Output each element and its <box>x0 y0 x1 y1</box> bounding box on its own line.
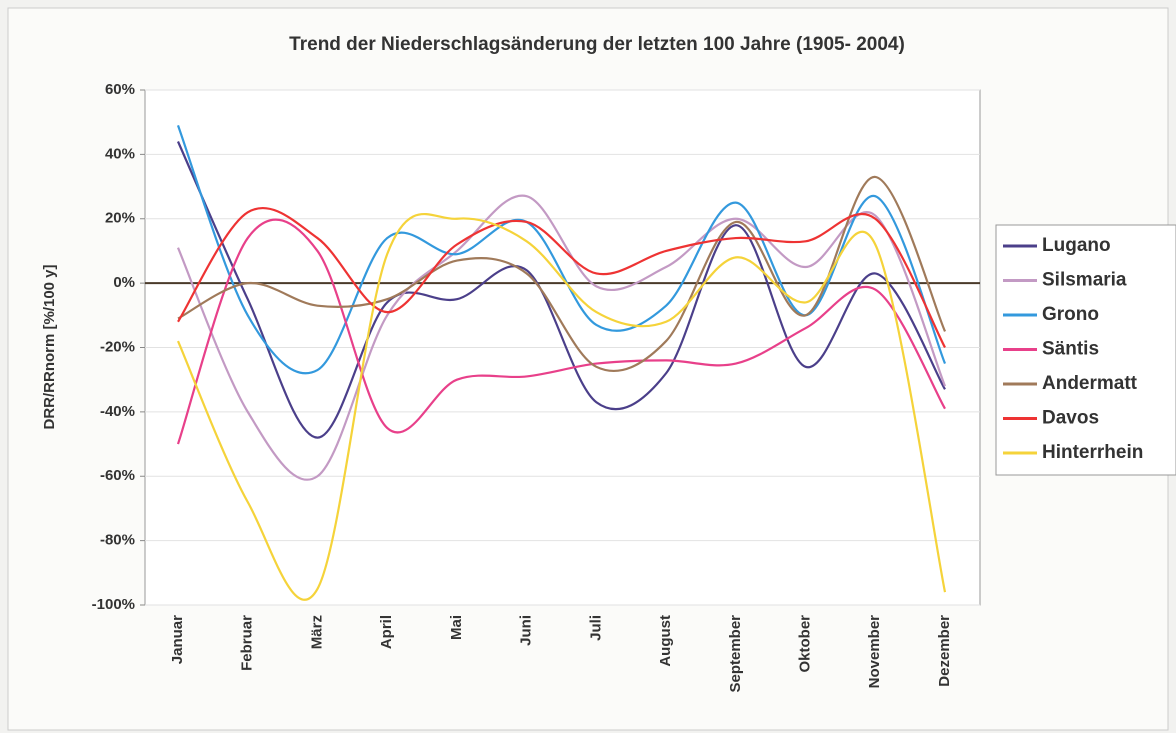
legend-label: Grono <box>1042 304 1099 325</box>
y-tick-label: 40% <box>105 145 135 162</box>
legend-label: Davos <box>1042 408 1099 429</box>
series-line <box>177 175 947 372</box>
legend-label: Lugano <box>1042 235 1111 256</box>
legend-label: Hinterrhein <box>1042 442 1143 463</box>
legend-label: Säntis <box>1042 339 1099 360</box>
x-tick-label: März <box>308 615 325 649</box>
y-tick-label: 20% <box>105 210 135 227</box>
x-tick-label: August <box>657 615 674 667</box>
legend-label: Andermatt <box>1042 373 1138 394</box>
y-tick-label: -60% <box>100 467 135 484</box>
x-tick-label: Juni <box>518 615 535 646</box>
series-line <box>176 141 946 439</box>
y-tick-label: -100% <box>92 596 135 613</box>
x-tick-label: April <box>378 615 395 649</box>
series-line <box>176 218 946 445</box>
y-tick-label: -20% <box>100 338 135 355</box>
x-tick-label: Mai <box>448 615 465 640</box>
x-tick-label: Dezember <box>936 615 953 687</box>
x-tick-label: Januar <box>169 615 186 664</box>
x-tick-label: November <box>866 615 883 689</box>
y-tick-label: -80% <box>100 532 135 549</box>
series-line <box>176 213 947 601</box>
series-line <box>176 125 947 375</box>
x-tick-label: Juli <box>587 615 604 641</box>
y-tick-label: 0% <box>113 274 135 291</box>
legend-label: Silsmaria <box>1042 270 1127 291</box>
x-tick-label: September <box>727 615 744 693</box>
x-tick-label: Oktober <box>797 615 814 673</box>
y-tick-label: 60% <box>105 81 135 98</box>
series-line <box>177 206 946 349</box>
x-tick-label: Februar <box>239 615 256 671</box>
series-line <box>176 194 947 481</box>
y-axis-label: DRR/RRnorm [%/100 y] <box>41 264 58 429</box>
y-tick-label: -40% <box>100 403 135 420</box>
chart-title: Trend der Niederschlagsänderung der letz… <box>289 34 905 55</box>
